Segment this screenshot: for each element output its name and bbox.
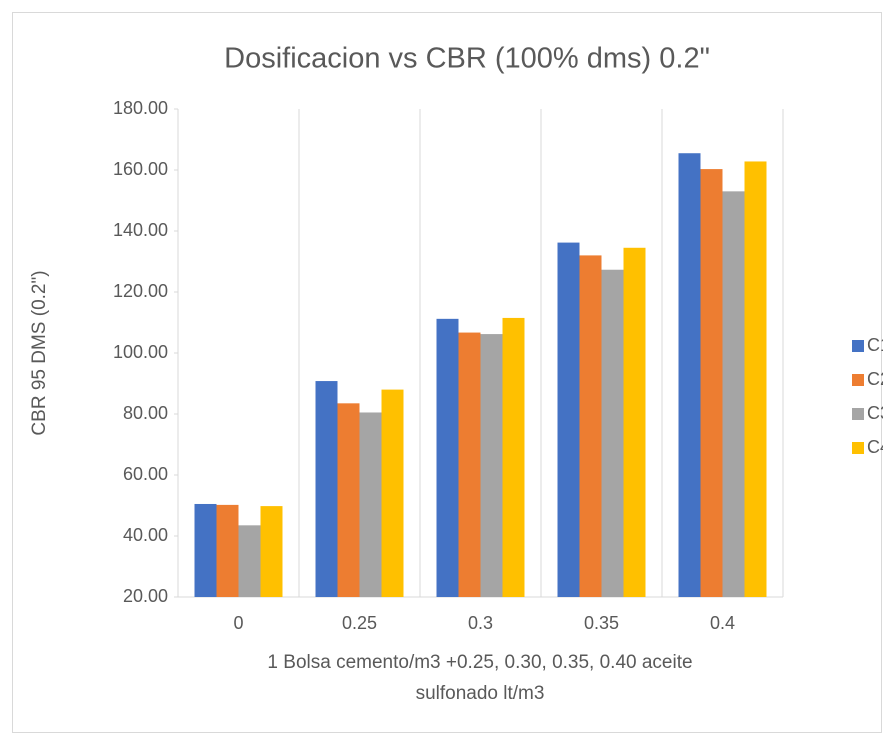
bar bbox=[678, 153, 701, 597]
bar bbox=[216, 504, 239, 597]
bar bbox=[381, 389, 404, 597]
y-tick-label: 60.00 bbox=[123, 464, 168, 484]
y-tick-label: 160.00 bbox=[113, 159, 168, 179]
bar bbox=[744, 161, 767, 597]
bar bbox=[557, 242, 580, 597]
x-axis-label: sulfonado lt/m3 bbox=[416, 683, 545, 704]
legend-label: C4 bbox=[867, 437, 883, 457]
legend-label: C1 bbox=[867, 335, 883, 355]
y-tick-label: 120.00 bbox=[113, 281, 168, 301]
y-tick-label: 180.00 bbox=[113, 98, 168, 118]
x-axis-label: 1 Bolsa cemento/m3 +0.25, 0.30, 0.35, 0.… bbox=[267, 652, 692, 673]
x-tick-label: 0.25 bbox=[342, 613, 377, 633]
bar bbox=[700, 169, 723, 597]
bar bbox=[502, 317, 525, 597]
x-tick-label: 0.4 bbox=[710, 613, 735, 633]
bar bbox=[623, 247, 646, 597]
legend-swatch bbox=[852, 374, 864, 386]
x-tick-label: 0.3 bbox=[468, 613, 493, 633]
legend-swatch bbox=[852, 442, 864, 454]
y-tick-label: 140.00 bbox=[113, 220, 168, 240]
bar bbox=[260, 506, 283, 597]
legend-swatch bbox=[852, 408, 864, 420]
bar bbox=[579, 255, 602, 597]
x-tick-label: 0.35 bbox=[584, 613, 619, 633]
x-tick-label: 0 bbox=[233, 613, 243, 633]
y-tick-label: 40.00 bbox=[123, 525, 168, 545]
y-tick-label: 20.00 bbox=[123, 586, 168, 606]
y-tick-label: 80.00 bbox=[123, 403, 168, 423]
bar bbox=[458, 332, 481, 597]
bar bbox=[436, 318, 459, 597]
chart-title: Dosificacion vs CBR (100% dms) 0.2" bbox=[224, 43, 710, 75]
legend-swatch bbox=[852, 340, 864, 352]
bar bbox=[194, 503, 217, 597]
legend-label: C3 bbox=[867, 403, 883, 423]
bar bbox=[601, 269, 624, 597]
y-axis-label: CBR 95 DMS (0.2") bbox=[29, 270, 50, 435]
bar bbox=[315, 381, 338, 597]
bar bbox=[359, 412, 382, 597]
bar bbox=[238, 525, 261, 597]
y-tick-label: 100.00 bbox=[113, 342, 168, 362]
legend-label: C2 bbox=[867, 369, 883, 389]
bar bbox=[480, 334, 503, 597]
bar bbox=[337, 403, 360, 597]
bar bbox=[722, 191, 745, 597]
